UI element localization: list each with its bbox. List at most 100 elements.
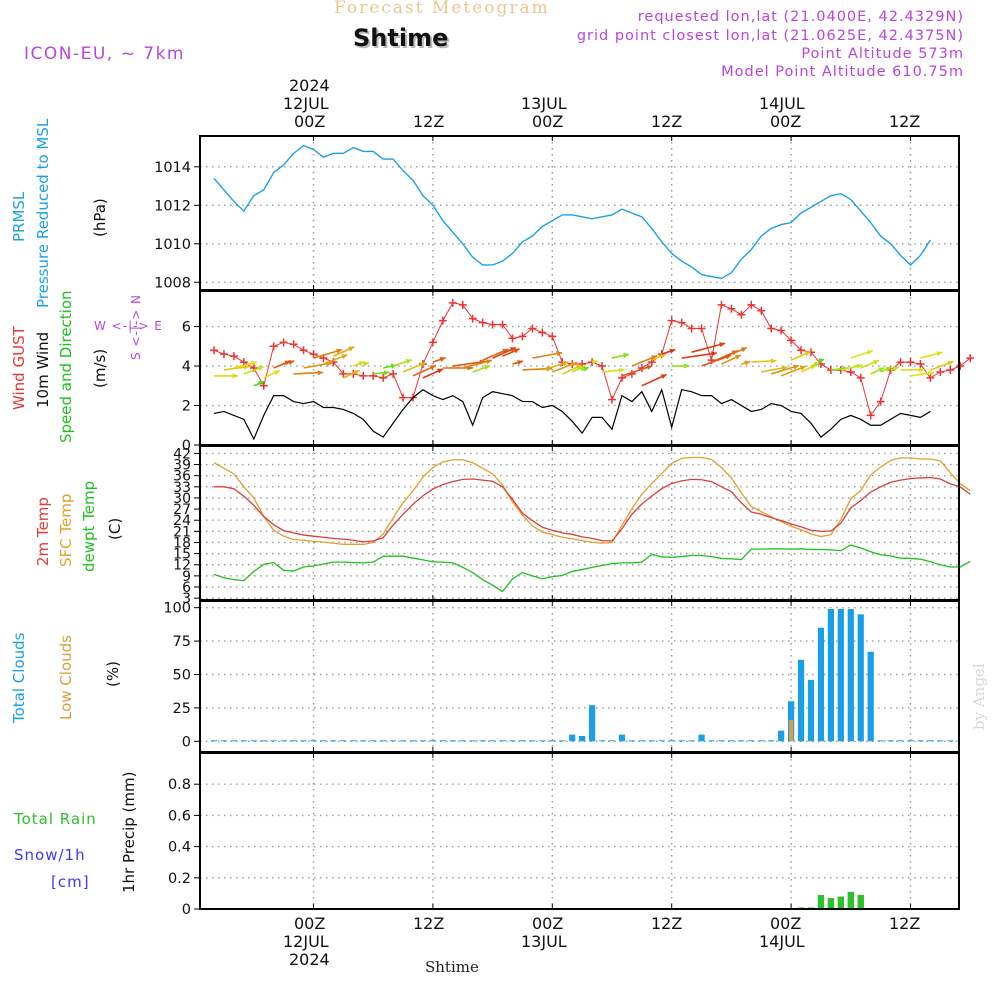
wind-direction-arrowhead — [288, 359, 295, 365]
temperature-ytick-label: 42 — [173, 446, 191, 462]
wind-direction-arrowhead — [405, 359, 412, 364]
temperature-ytick-label: 6 — [182, 580, 191, 596]
precip-ytick-label: 0.2 — [168, 871, 191, 887]
rain-bar — [847, 891, 854, 909]
prmsl-line — [213, 144, 931, 280]
top-hour-label: 12Z — [651, 112, 683, 131]
wind-direction-arrowhead — [813, 362, 820, 367]
total-clouds-bar — [459, 740, 466, 742]
total-clouds-bar — [499, 740, 506, 742]
total-clouds-bar — [648, 740, 655, 742]
clouds-frame — [199, 600, 960, 753]
top-hour-label: 00Z — [294, 112, 326, 131]
prmsl-panel: 1008 1010 1012 1014 — [154, 136, 959, 291]
total-clouds-bar — [310, 740, 317, 742]
wind-gust-marker — [219, 350, 228, 359]
wind-direction-arrowhead — [419, 362, 426, 368]
wind-direction-arrowhead — [336, 348, 343, 354]
wind-gust-marker — [727, 304, 736, 313]
wind-direction-arrowhead — [592, 359, 598, 365]
total-clouds-bar — [230, 740, 237, 742]
temperature-ytick-label: 21 — [173, 524, 191, 540]
rain-label: Total Rain — [14, 810, 97, 828]
wind-direction-arrowhead — [885, 367, 892, 372]
wind-gust-marker — [896, 358, 905, 367]
precip-ytick-label: 0.6 — [168, 808, 191, 824]
wind-direction-arrowhead — [660, 374, 667, 380]
wind-direction-arrowhead — [485, 359, 492, 365]
wind-gust-marker — [737, 310, 746, 319]
top-hour-label: 12Z — [889, 112, 921, 131]
temperature-ytick-label: 33 — [173, 480, 191, 496]
wind-direction-arrowhead — [711, 351, 717, 357]
top-year-label: 2024 — [289, 76, 330, 95]
wind-gust-marker — [229, 352, 238, 361]
clouds-ytick-label: 75 — [173, 634, 191, 650]
total-clouds-bar — [240, 740, 247, 742]
total-clouds-bar — [778, 730, 785, 742]
wind-gust-marker — [309, 350, 318, 359]
wind-direction-arrowhead — [341, 354, 348, 360]
bottom-hour-label: 00Z — [770, 914, 802, 933]
bottom-hour-label: 12Z — [413, 914, 445, 933]
wind-direction-arrowhead — [517, 360, 524, 366]
wind-gust-marker — [687, 324, 696, 333]
wind-direction-arrowhead — [623, 352, 630, 359]
wind-ytick-label: 2 — [182, 399, 191, 415]
wind-direction-arrowhead — [799, 365, 806, 371]
prmsl-frame — [199, 135, 960, 291]
wind-direction-arrowhead — [804, 351, 811, 357]
temperature-frame — [199, 445, 960, 601]
grid-point-coords: grid point closest lon,lat (21.0625E, 42… — [576, 28, 964, 44]
wind-direction-arrow — [681, 352, 717, 359]
wind-gust-marker — [846, 367, 855, 376]
bottom-day-label: 14JUL — [759, 932, 805, 951]
total-clouds-bar — [708, 740, 715, 742]
wind-direction-arrowhead — [509, 347, 516, 353]
wind-direction-arrowhead — [348, 346, 355, 352]
precip-ytick-label: 0.8 — [168, 777, 191, 793]
wind-direction-arrowhead — [439, 356, 446, 362]
wind-direction-arrowhead — [562, 361, 569, 367]
total-clouds-bar — [489, 740, 496, 742]
wind-direction-arrowhead — [513, 348, 520, 354]
wind-direction-arrowhead — [646, 364, 653, 370]
snow-unit-label: [cm] — [51, 873, 90, 891]
wind-gust-marker — [856, 373, 865, 382]
top-hour-label: 00Z — [770, 112, 802, 131]
top-hour-label: 00Z — [532, 112, 564, 131]
total-clouds-bar — [549, 740, 556, 742]
total-clouds-bar — [817, 627, 825, 742]
wind-direction-arrowhead — [383, 370, 390, 376]
wind-direction-arrowhead — [358, 361, 365, 367]
wind-gust-marker — [299, 346, 308, 355]
total-clouds-bar — [320, 740, 327, 742]
total-clouds-bar — [479, 740, 486, 742]
total-clouds-bar — [608, 740, 616, 742]
total-clouds-bar — [728, 740, 735, 742]
total-clouds-bar — [270, 740, 277, 742]
location-title: Shtime — [353, 24, 449, 52]
clouds-ytick-label: 0 — [182, 734, 191, 750]
total-clouds-bar — [847, 609, 854, 742]
wind-direction-arrowhead — [258, 381, 265, 386]
total-clouds-bar — [668, 740, 675, 742]
wind-direction-arrowhead — [856, 363, 863, 369]
wind-gust-marker — [797, 346, 806, 355]
wind-gust-marker — [747, 300, 756, 309]
total-clouds-bar — [509, 740, 516, 742]
temperature-ytick-label: 9 — [182, 569, 191, 585]
wind-gust-marker — [448, 298, 457, 307]
wind-gust-marker — [866, 411, 875, 420]
wind-direction-arrowhead — [947, 360, 954, 366]
rain-bar — [827, 898, 835, 909]
wind-gust-marker — [289, 340, 298, 349]
wind-gust-marker — [389, 369, 398, 378]
total-clouds-bar — [370, 740, 377, 742]
wind-gust-marker — [399, 393, 408, 402]
clouds-ytick-label: 100 — [163, 601, 191, 617]
wind-direction-arrowhead — [873, 360, 880, 365]
wind-ytick-label: 6 — [182, 320, 191, 336]
wind-direction-arrowhead — [273, 370, 280, 376]
rain-bar — [857, 894, 864, 909]
